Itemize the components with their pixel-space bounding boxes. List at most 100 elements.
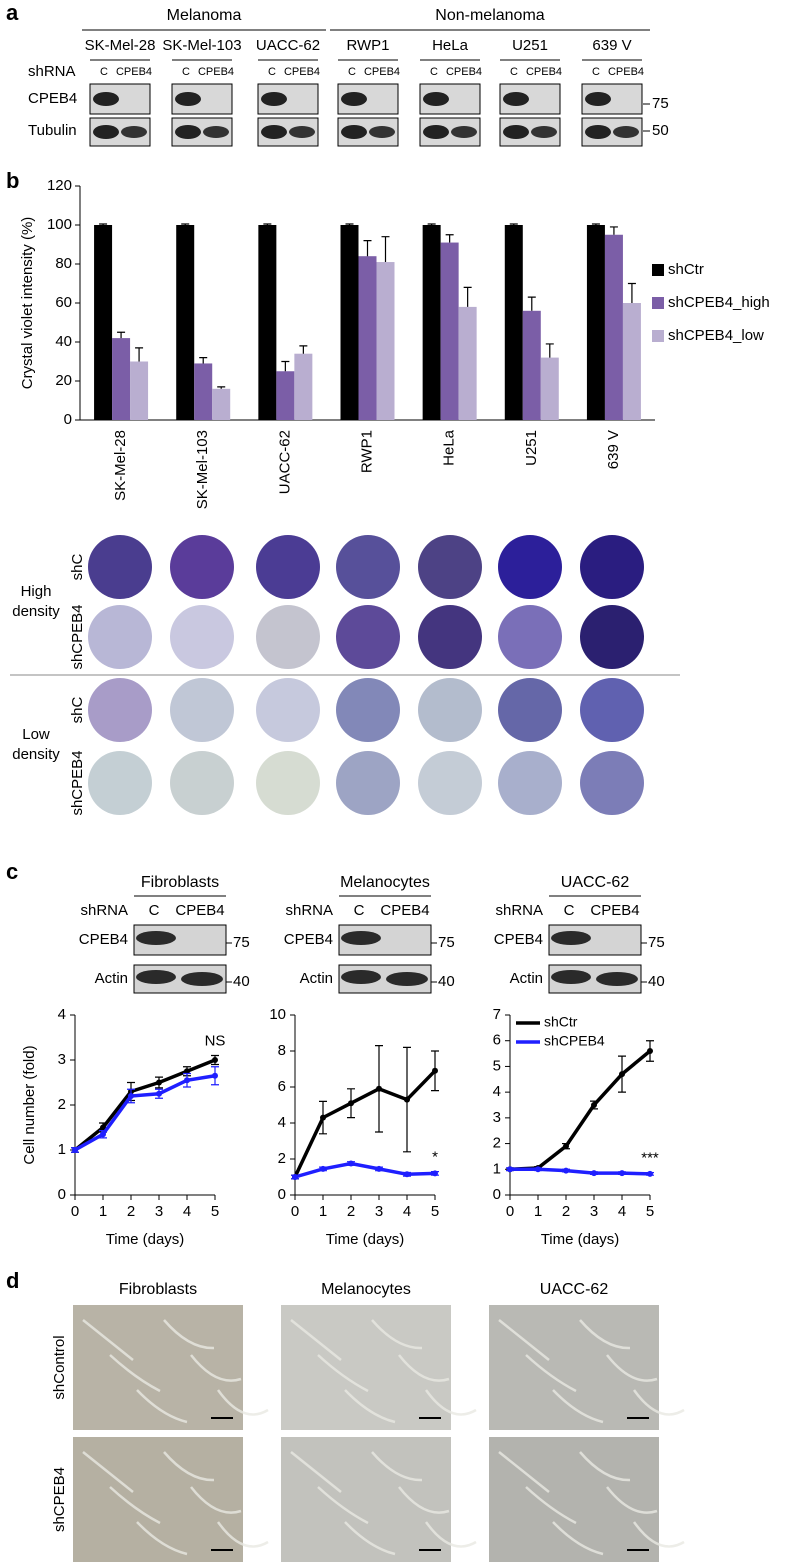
legend-label: shCtr: [668, 261, 704, 278]
y-tick-label: 60: [55, 294, 72, 311]
cell-outline: [424, 1389, 477, 1416]
marker-label: 40: [233, 973, 250, 990]
lane-label: CPEB4: [364, 66, 400, 78]
x-tick-label: 3: [155, 1203, 163, 1220]
band: [503, 125, 529, 139]
y-tick-label: 20: [55, 372, 72, 389]
lane-label: C: [354, 902, 365, 919]
bar: [194, 363, 213, 420]
legend-swatch: [652, 297, 664, 309]
bar: [358, 256, 377, 420]
colony-well: [580, 751, 644, 815]
colony-well: [170, 678, 234, 742]
row-group-label: density: [12, 603, 60, 620]
band: [175, 92, 201, 106]
y-tick-label: 80: [55, 255, 72, 272]
error-bar: [99, 223, 108, 225]
bar: [540, 357, 559, 420]
band: [585, 125, 611, 139]
bar: [176, 225, 195, 420]
y-tick-label: 4: [493, 1083, 501, 1100]
cell-outline: [552, 1521, 604, 1556]
band: [369, 126, 395, 138]
row-group-label: High: [21, 583, 52, 600]
lane-label: CPEB4: [446, 66, 482, 78]
point: [348, 1100, 354, 1107]
error-bar: [263, 223, 272, 225]
y-tick-label: 0: [278, 1186, 286, 1203]
cell-outline: [109, 1354, 161, 1393]
cell-outline: [606, 1354, 658, 1382]
point: [156, 1090, 162, 1097]
band: [136, 970, 176, 984]
row-label: shC: [69, 697, 86, 724]
colony-well: [256, 751, 320, 815]
bar: [458, 306, 477, 420]
micrograph: [73, 1305, 243, 1430]
legend-label: shCPEB4_low: [668, 327, 764, 344]
error-bar: [281, 360, 290, 372]
protein-label: CPEB4: [79, 931, 128, 948]
cell-line: U251: [512, 37, 548, 54]
point: [100, 1124, 106, 1131]
y-tick-label: 3: [493, 1109, 501, 1126]
colony-well: [256, 535, 320, 599]
point: [72, 1147, 78, 1153]
lane-label: C: [100, 66, 108, 78]
band: [93, 92, 119, 106]
error-bar: [181, 223, 190, 225]
blot-title: Fibroblasts: [141, 874, 219, 891]
cell-outline: [606, 1486, 658, 1514]
x-tick-label: 1: [99, 1203, 107, 1220]
row-group-label: density: [12, 746, 60, 763]
colony-well: [418, 678, 482, 742]
y-tick-label: 0: [64, 411, 72, 428]
point: [212, 1057, 218, 1063]
error-bar: [609, 226, 618, 235]
band: [503, 92, 529, 106]
cell-outline: [317, 1486, 369, 1525]
lane-label: C: [149, 902, 160, 919]
marker-label: 75: [648, 934, 665, 951]
band: [203, 126, 229, 138]
colony-well: [88, 535, 152, 599]
cell-outline: [136, 1389, 188, 1424]
point: [100, 1131, 106, 1138]
column-title: Melanocytes: [321, 1281, 411, 1298]
y-axis-label: Cell number (fold): [21, 1045, 38, 1164]
colony-well: [498, 678, 562, 742]
legend-swatch: [652, 264, 664, 276]
error-bar: [345, 223, 354, 225]
cell-outline: [398, 1486, 450, 1514]
cell-outline: [525, 1354, 577, 1393]
cell-line: SK-Mel-28: [85, 37, 156, 54]
cell-outline: [579, 1451, 631, 1482]
x-tick-label: 4: [403, 1203, 411, 1220]
lane-label: CPEB4: [284, 66, 320, 78]
point: [212, 1072, 218, 1079]
point: [563, 1143, 569, 1150]
x-tick-label: 0: [71, 1203, 79, 1220]
cell-outline: [371, 1451, 423, 1482]
cell-outline: [398, 1354, 450, 1382]
point: [184, 1077, 190, 1084]
bar: [212, 388, 231, 420]
cell-outline: [216, 1389, 269, 1416]
error-bar: [299, 345, 308, 354]
x-tick-label: RWP1: [358, 430, 375, 473]
x-tick-label: 639 V: [605, 430, 622, 469]
bar: [376, 262, 395, 420]
y-tick-label: 1: [58, 1141, 66, 1158]
cell-outline: [344, 1389, 396, 1424]
bar: [130, 361, 149, 420]
cell-outline: [579, 1319, 631, 1350]
point: [376, 1085, 382, 1092]
colony-well: [498, 751, 562, 815]
lane-label: C: [268, 66, 276, 78]
line: [510, 1167, 651, 1176]
group-title: Non-melanoma: [435, 7, 544, 24]
x-tick-label: 5: [646, 1203, 654, 1220]
lane-label: C: [430, 66, 438, 78]
lane-label: CPEB4: [116, 66, 152, 78]
group-title: Melanoma: [167, 7, 242, 24]
